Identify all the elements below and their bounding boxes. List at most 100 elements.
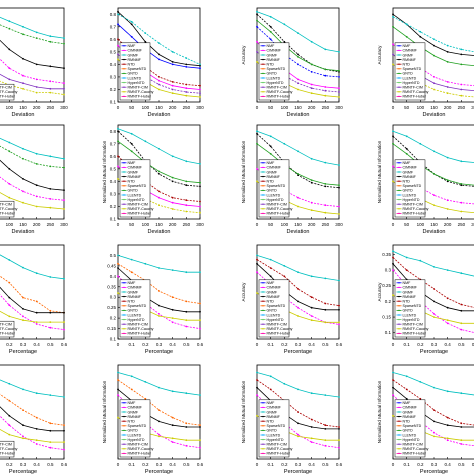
data-point [446, 297, 449, 300]
data-point [269, 135, 272, 138]
x-tick-label: 0 [392, 462, 395, 467]
data-point [310, 40, 313, 43]
legend-marker [123, 305, 125, 307]
data-point [35, 416, 38, 419]
data-point [35, 321, 38, 323]
data-point [338, 91, 340, 93]
legend-marker [123, 198, 125, 201]
data-point [158, 313, 160, 315]
legend-label: RMNMF [267, 415, 281, 419]
legend-marker [398, 282, 400, 284]
legend-marker [262, 58, 264, 61]
x-tick-label: 0.2 [417, 462, 424, 467]
x-tick-label: 0.5 [458, 342, 465, 347]
legend-label: LLENTD [128, 313, 142, 317]
data-point [297, 150, 299, 153]
legend-marker [123, 72, 125, 75]
data-point [338, 213, 340, 215]
data-point [269, 30, 272, 33]
x-tick-label: 0.1 [129, 342, 136, 347]
legend-label: RMNTF-CIM [267, 323, 287, 327]
legend-label: RMNTF-CIM [128, 86, 148, 90]
legend-marker [398, 91, 400, 93]
panel-11: 0 0.1 0.2 0.3 0.4 0.5 0.6 Percentage 0.35 0.3 0.25… [377, 244, 474, 355]
data-point [433, 409, 435, 411]
data-point [35, 392, 38, 395]
y-tick-label: 0.6 [110, 37, 117, 42]
data-point [22, 157, 24, 160]
data-point [22, 388, 24, 391]
x-tick-label: 50 [129, 105, 135, 110]
data-point [392, 165, 394, 168]
y-tick-label: 0.1 [110, 217, 117, 222]
legend-marker [123, 406, 125, 409]
legend-marker [398, 194, 400, 196]
legend-marker [398, 212, 400, 215]
data-point [392, 63, 394, 66]
x-axis-label: Deviation [287, 229, 310, 235]
data-point [310, 306, 313, 309]
data-point [338, 428, 340, 430]
data-point [433, 76, 435, 78]
legend-label: CIMNMF [403, 166, 418, 170]
data-point [8, 20, 11, 23]
legend-marker [123, 49, 125, 52]
data-point [419, 35, 422, 38]
data-point [338, 69, 340, 72]
legend-label: RMNTF-CIM [267, 443, 287, 447]
x-tick-label: 0.3 [295, 342, 302, 347]
data-point [338, 76, 340, 78]
data-point [117, 155, 119, 158]
data-point [324, 86, 327, 88]
y-tick-label: 0.2 [110, 316, 117, 321]
x-tick-label: 0 [117, 462, 120, 467]
panel-15: 0 0.1 0.2 0.3 0.4 0.5 0.6 Percentage Normalized … [377, 364, 474, 474]
x-tick-label: 150 [155, 105, 163, 110]
legend-marker [262, 448, 264, 450]
x-tick-label: 250 [458, 105, 466, 110]
data-point [8, 414, 11, 417]
data-point [117, 388, 119, 391]
data-point [117, 394, 119, 396]
legend-marker [262, 180, 264, 182]
data-point [256, 142, 258, 145]
legend-label: RMNTF-CIM [267, 86, 287, 90]
data-point [22, 25, 24, 28]
data-point [338, 439, 340, 442]
x-tick-label: 0.2 [142, 342, 149, 347]
x-tick-label: 150 [430, 222, 438, 227]
data-point [22, 87, 24, 90]
y-tick-label: 0.7 [110, 141, 117, 146]
legend-label: NMF [128, 401, 137, 405]
legend-marker [262, 406, 264, 409]
legend-marker [262, 332, 264, 335]
data-point [49, 87, 52, 90]
legend-marker [262, 95, 264, 98]
data-point [22, 296, 24, 299]
legend-label: RMNTF-Huber [128, 332, 152, 336]
legend-marker [123, 171, 125, 173]
data-point [171, 84, 174, 87]
legend-marker [262, 415, 264, 418]
data-point [460, 443, 463, 445]
legend-marker [123, 166, 125, 169]
x-tick-label: 0.4 [309, 342, 316, 347]
data-point [460, 88, 463, 91]
data-point [63, 429, 65, 432]
data-point [297, 78, 299, 81]
legend-label: RMNTF-Huber [403, 452, 427, 456]
data-point [297, 422, 299, 425]
x-axis-label: Deviation [148, 229, 171, 235]
x-axis-label: Percentage [9, 349, 37, 355]
data-point [35, 439, 38, 442]
data-point [392, 269, 394, 271]
legend-box [394, 159, 426, 218]
legend-marker [398, 189, 400, 192]
legend-marker [262, 425, 264, 427]
x-tick-label: 200 [33, 105, 41, 110]
data-point [338, 51, 340, 53]
data-point [256, 13, 258, 16]
data-point [199, 64, 201, 67]
data-point [324, 94, 327, 97]
legend-label: RMNTF-Cauchy [403, 90, 429, 94]
